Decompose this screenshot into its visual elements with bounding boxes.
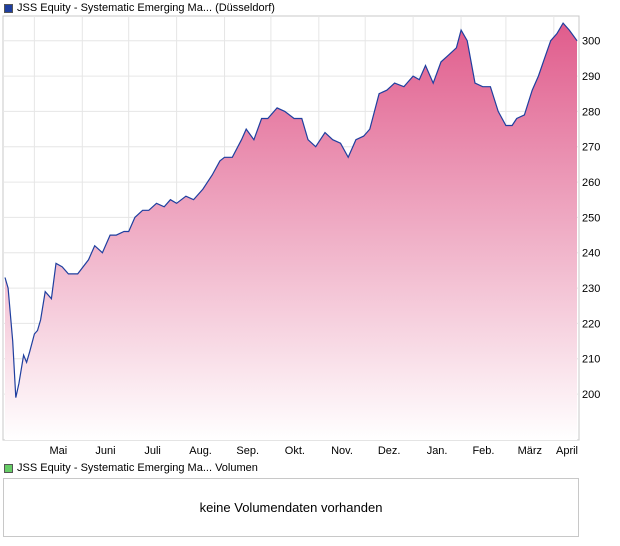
x-tick-label: Nov. bbox=[331, 445, 353, 457]
volume-empty-message: keine Volumendaten vorhanden bbox=[199, 500, 383, 515]
volume-panel: keine Volumendaten vorhanden bbox=[3, 478, 579, 537]
x-tick-label: Okt. bbox=[285, 445, 305, 457]
x-tick-label: Aug. bbox=[189, 445, 212, 457]
price-area-fill bbox=[5, 23, 577, 440]
y-tick-label: 250 bbox=[582, 212, 600, 224]
x-tick-label: Juli bbox=[144, 445, 161, 457]
y-tick-label: 270 bbox=[582, 142, 600, 154]
x-tick-label: Dez. bbox=[378, 445, 401, 457]
volume-legend-swatch bbox=[4, 463, 13, 473]
y-axis-ticks: 200 210 220 230 240 250 260 270 280 290 300 bbox=[582, 36, 600, 401]
y-tick-label: 260 bbox=[582, 177, 600, 189]
y-tick-label: 210 bbox=[582, 354, 600, 366]
x-tick-label: Jan. bbox=[427, 445, 448, 457]
x-tick-label: Feb. bbox=[472, 445, 494, 457]
y-tick-label: 230 bbox=[582, 283, 600, 295]
price-legend: JSS Equity - Systematic Emerging Ma... (… bbox=[4, 1, 275, 15]
y-tick-label: 300 bbox=[582, 36, 600, 48]
y-tick-label: 240 bbox=[582, 248, 600, 260]
x-tick-label: Mai bbox=[49, 445, 67, 457]
x-tick-label: Juni bbox=[95, 445, 115, 457]
price-chart: 200 210 220 230 240 250 260 270 280 290 300 Mai Jun… bbox=[2, 15, 600, 457]
x-tick-label: April bbox=[556, 445, 578, 457]
price-line bbox=[4, 22, 578, 398]
price-legend-swatch bbox=[4, 3, 13, 13]
y-tick-label: 220 bbox=[582, 318, 600, 330]
volume-legend: JSS Equity - Systematic Emerging Ma... V… bbox=[4, 461, 258, 475]
x-tick-label: März bbox=[518, 445, 542, 457]
volume-legend-label: JSS Equity - Systematic Emerging Ma... V… bbox=[17, 462, 258, 474]
price-legend-label: JSS Equity - Systematic Emerging Ma... (… bbox=[17, 2, 275, 14]
y-tick-label: 200 bbox=[582, 389, 600, 401]
y-tick-label: 280 bbox=[582, 106, 600, 118]
x-tick-label: Sep. bbox=[236, 445, 259, 457]
x-axis-ticks: Mai Juni Juli Aug. Sep. Okt. Nov. Dez. Jan. Feb. M… bbox=[49, 445, 578, 457]
y-tick-label: 290 bbox=[582, 71, 600, 83]
